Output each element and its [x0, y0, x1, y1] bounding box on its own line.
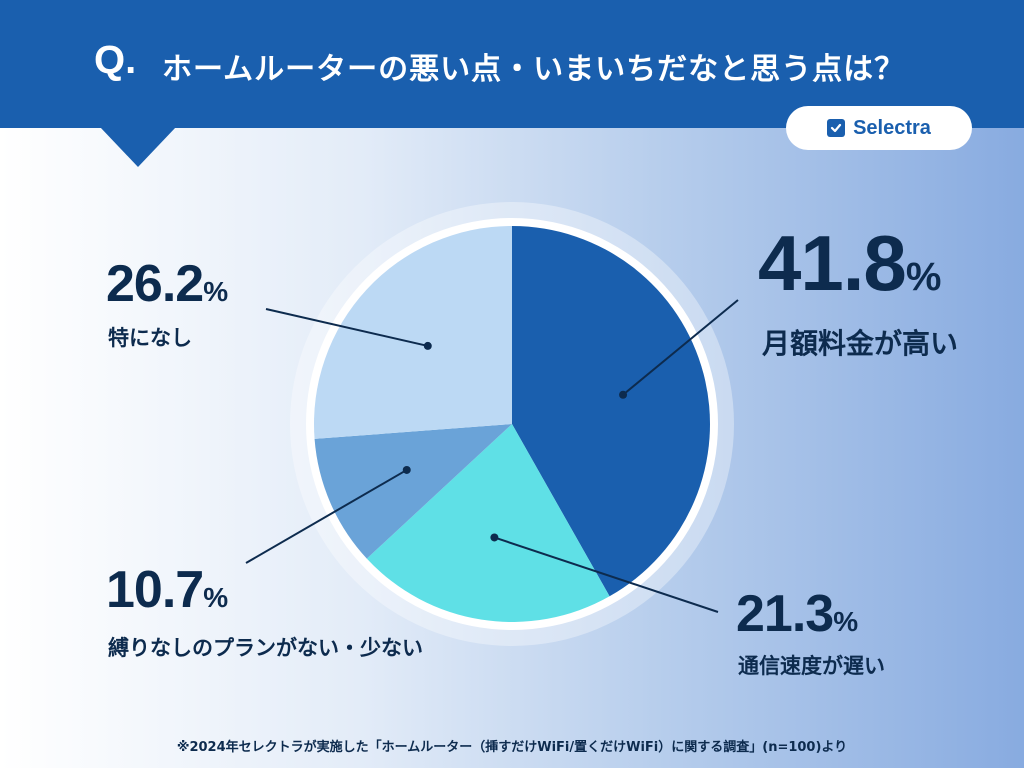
- pct-value-slow-speed: 21.3: [736, 585, 834, 643]
- pct-unit-none: %: [203, 276, 229, 307]
- page-title: ホームルーターの悪い点・いまいちだなと思う点は？: [162, 52, 906, 87]
- pie-slices: [313, 226, 711, 622]
- logo-text: Selectra: [853, 116, 931, 139]
- pie-slice-slow-speed: [366, 424, 610, 622]
- slice-label-slow-speed: 通信速度が遅い: [738, 654, 885, 678]
- slice-label-none: 特になし: [108, 326, 192, 350]
- leader-line-no-binding: [245, 469, 408, 564]
- pie-slice-none: [313, 226, 512, 439]
- pie-slice-no-binding: [314, 424, 512, 559]
- check-square-icon: [827, 119, 846, 137]
- pct-value-high-price: 41.8: [758, 219, 907, 307]
- question-mark-label: Q.: [94, 38, 137, 82]
- pie-leader-lines: [245, 299, 739, 613]
- pct-label-no-binding: 10.7%: [106, 560, 228, 620]
- pct-label-none: 26.2%: [106, 254, 228, 314]
- slice-label-high-price: 月額料金が高い: [762, 327, 959, 360]
- header-banner: Q. ホームルーターの悪い点・いまいちだなと思う点は？: [0, 0, 1024, 128]
- pct-unit-slow-speed: %: [833, 606, 859, 637]
- pct-value-no-binding: 10.7: [106, 561, 204, 619]
- pct-label-high-price: 41.8%: [758, 218, 941, 309]
- pct-unit-high-price: %: [905, 255, 942, 299]
- footnote: ※2024年セレクトラが実施した「ホームルーター（挿すだけWiFi/置くだけWi…: [176, 740, 848, 755]
- header-notch: [100, 127, 176, 167]
- slice-label-no-binding: 縛りなしのプランがない・少ない: [108, 636, 423, 660]
- selectra-logo: Selectra: [786, 106, 972, 150]
- leader-line-high-price: [622, 299, 739, 396]
- pct-label-slow-speed: 21.3%: [736, 584, 858, 644]
- pct-value-none: 26.2: [106, 255, 204, 313]
- pie-slice-high-price: [512, 226, 711, 597]
- leader-line-none: [265, 308, 429, 347]
- pct-unit-no-binding: %: [203, 582, 229, 613]
- leader-line-slow-speed: [494, 536, 719, 613]
